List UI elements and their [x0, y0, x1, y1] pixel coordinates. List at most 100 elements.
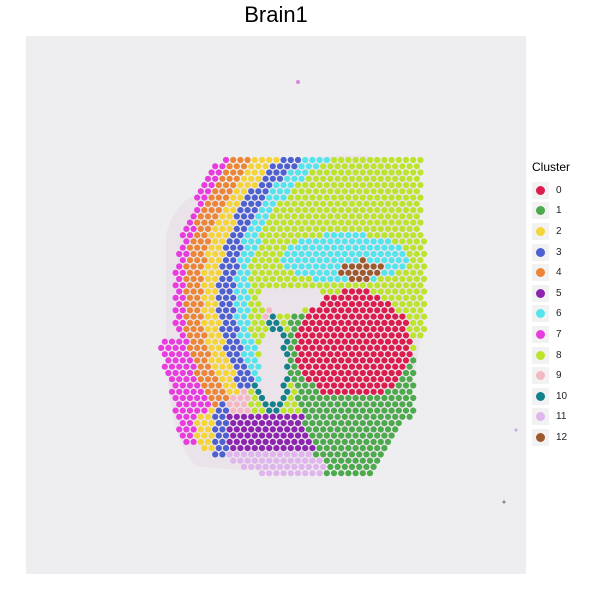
spot-cluster-6 [381, 257, 388, 264]
legend-label: 7 [556, 328, 562, 340]
spot-cluster-11 [233, 451, 240, 458]
spot-cluster-1 [334, 401, 341, 408]
spot-cluster-8 [338, 182, 345, 189]
spot-cluster-5 [287, 420, 294, 427]
spot-cluster-2 [201, 319, 208, 326]
spot-cluster-5 [302, 445, 309, 452]
spot-cluster-6 [298, 175, 305, 182]
spot-cluster-0 [381, 369, 388, 377]
spot-cluster-0 [395, 332, 402, 339]
spot-cluster-2 [208, 420, 215, 427]
spot-cluster-6 [237, 294, 244, 301]
spot-cluster-8 [258, 319, 266, 326]
spot-cluster-6 [298, 163, 305, 170]
spot-cluster-0 [316, 382, 323, 389]
spot-cluster-5 [258, 432, 266, 439]
spot-cluster-1 [410, 407, 417, 414]
spot-cluster-11 [269, 451, 276, 458]
spot-cluster-4 [186, 269, 194, 276]
spot-cluster-5 [255, 438, 262, 445]
spot-cluster-1 [312, 401, 320, 408]
spot-cluster-5 [294, 432, 302, 439]
spot-cluster-2 [219, 250, 226, 258]
spot-cluster-0 [359, 369, 366, 377]
spot-cluster-5 [230, 420, 237, 427]
spot-cluster-8 [298, 275, 305, 283]
spot-cluster-7 [183, 438, 190, 445]
spot-cluster-8 [420, 238, 428, 245]
spot-cluster-3 [219, 451, 226, 458]
spot-cluster-6 [244, 319, 251, 326]
spot-cluster-0 [345, 332, 352, 339]
spot-cluster-6 [316, 257, 323, 264]
spot-cluster-0 [338, 319, 345, 326]
spot-cluster-4 [186, 332, 194, 339]
spot-cluster-1 [399, 376, 406, 383]
spot-cluster-7 [208, 182, 215, 189]
spot-cluster-8 [316, 282, 323, 289]
spot-cluster-1 [392, 413, 399, 420]
spot-cluster-8 [305, 225, 312, 232]
spot-cluster-0 [377, 326, 384, 333]
spot-cluster-8 [309, 182, 316, 189]
spot-cluster-0 [348, 363, 356, 370]
spot-cluster-8 [320, 188, 327, 195]
spot-cluster-1 [374, 394, 381, 402]
spot-cluster-1 [395, 420, 402, 427]
spot-cluster-6 [237, 282, 244, 289]
spot-cluster-1 [338, 394, 345, 402]
legend-item: 1 [532, 201, 598, 222]
spot-cluster-8 [327, 213, 334, 220]
spot-cluster-7 [158, 344, 165, 351]
spot-cluster-8 [420, 301, 428, 308]
spot-cluster-5 [280, 420, 287, 427]
spot-cluster-7 [204, 188, 212, 195]
legend-dot [536, 329, 545, 339]
spot-cluster-3 [233, 225, 240, 232]
spot-cluster-8 [381, 169, 388, 176]
spot-cluster-0 [309, 307, 316, 314]
spot-cluster-8 [374, 219, 381, 226]
spot-cluster-5 [294, 445, 302, 452]
spot-cluster-5 [298, 426, 305, 433]
spot-cluster-2 [230, 207, 237, 214]
spot-cluster-3 [222, 432, 230, 439]
spot-cluster-0 [348, 301, 356, 308]
spot-cluster-5 [237, 420, 244, 427]
spot-cluster-1 [399, 413, 406, 420]
spot-cluster-8 [312, 225, 320, 232]
spot-cluster-8 [309, 282, 316, 289]
spot-cluster-8 [395, 269, 402, 276]
spot-cluster-0 [312, 363, 320, 370]
spot-cluster-2 [212, 238, 219, 245]
spot-cluster-1 [384, 413, 392, 420]
spot-cluster-11 [262, 463, 269, 470]
spot-cluster-6 [240, 238, 248, 245]
spot-cluster-10 [276, 326, 284, 333]
spot-cluster-0 [323, 294, 330, 301]
spot-cluster-5 [266, 420, 273, 427]
spot-cluster-8 [402, 282, 410, 289]
spot-cluster-0 [377, 388, 384, 395]
spot-cluster-1 [338, 445, 345, 452]
spot-cluster-8 [399, 225, 406, 232]
spot-cluster-10 [251, 382, 258, 389]
spot-cluster-1 [291, 351, 298, 358]
spot-cluster-8 [410, 294, 417, 301]
spot-cluster-7 [194, 382, 201, 389]
spot-cluster-0 [374, 332, 381, 339]
spot-cluster-6 [255, 225, 262, 232]
spot-cluster-6 [334, 263, 341, 270]
spot-cluster-0 [388, 307, 395, 314]
spot-cluster-2 [194, 432, 201, 439]
spot-cluster-7 [168, 376, 176, 383]
spot-cluster-4 [201, 232, 208, 239]
spot-cluster-4 [194, 282, 201, 289]
spot-cluster-8 [338, 207, 345, 214]
spot-cluster-7 [179, 257, 186, 264]
spot-cluster-4 [208, 394, 215, 402]
spot-cluster-3 [248, 188, 255, 195]
spot-cluster-8 [320, 213, 327, 220]
spot-cluster-4 [183, 288, 190, 295]
spot-cluster-6 [294, 169, 302, 176]
